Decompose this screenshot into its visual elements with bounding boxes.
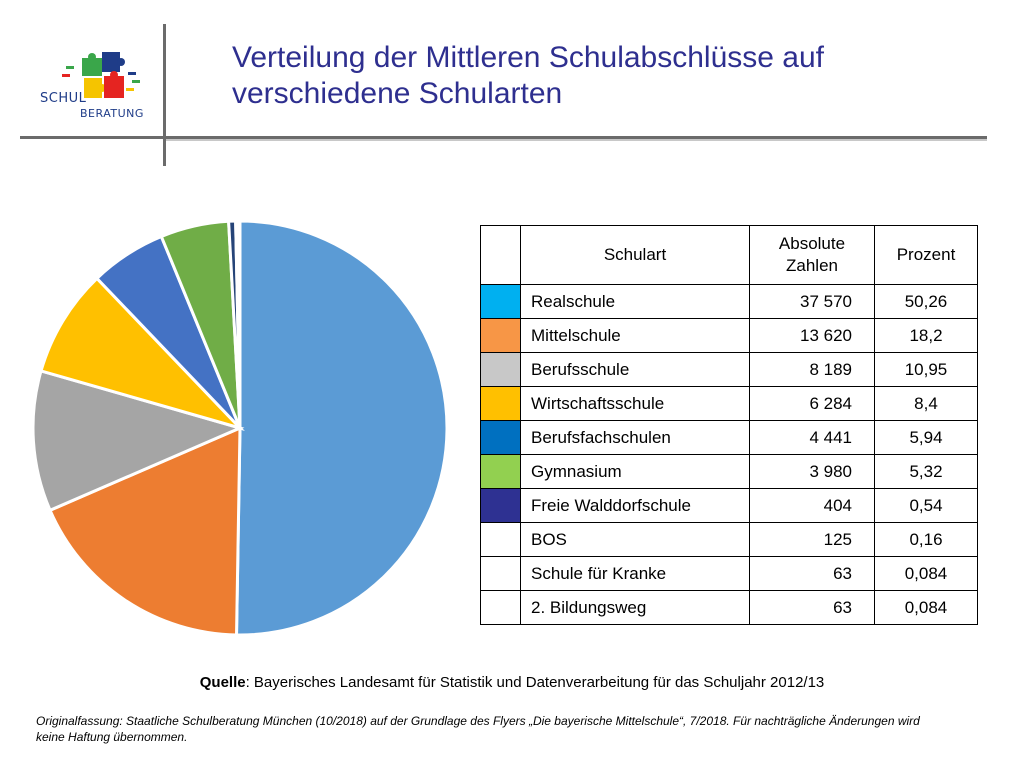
- puzzle-logo-icon: [62, 52, 140, 98]
- color-swatch: [480, 522, 521, 557]
- table-row: Gymnasium 3 980 5,32: [480, 454, 978, 489]
- color-swatch: [480, 488, 521, 523]
- data-table: Schulart Absolute Zahlen Prozent Realsch…: [480, 225, 978, 625]
- cell-prozent: 5,32: [874, 454, 978, 489]
- cell-prozent: 18,2: [874, 318, 978, 353]
- header-schulart: Schulart: [520, 225, 750, 285]
- cell-absolute: 125: [749, 522, 875, 557]
- cell-prozent: 0,54: [874, 488, 978, 523]
- cell-schulart: Realschule: [520, 284, 750, 319]
- cell-schulart: Gymnasium: [520, 454, 750, 489]
- cell-absolute: 6 284: [749, 386, 875, 421]
- slide-title: Verteilung der Mittleren Schulabschlüsse…: [232, 41, 825, 110]
- header-prozent: Prozent: [874, 225, 978, 285]
- source-line: Quelle: Bayerisches Landesamt für Statis…: [0, 674, 1024, 691]
- pie-slice-berufsschule: [31, 369, 245, 513]
- header-horizontal-shadow: [166, 139, 987, 141]
- table-header-row: Schulart Absolute Zahlen Prozent: [480, 225, 978, 285]
- cell-absolute: 63: [749, 556, 875, 591]
- header-horizontal-divider: [20, 136, 987, 139]
- color-swatch: [480, 590, 521, 625]
- table-row: Wirtschaftsschule 6 284 8,4: [480, 386, 978, 421]
- cell-schulart: Freie Walddorfschule: [520, 488, 750, 523]
- cell-schulart: Berufsfachschulen: [520, 420, 750, 455]
- table-row: Berufsschule 8 189 10,95: [480, 352, 978, 387]
- cell-prozent: 0,084: [874, 556, 978, 591]
- pie-chart: [31, 219, 449, 637]
- cell-schulart: Berufsschule: [520, 352, 750, 387]
- footnote: Originalfassung: Staatliche Schulberatun…: [36, 714, 920, 744]
- header-swatch: [480, 225, 521, 285]
- cell-absolute: 8 189: [749, 352, 875, 387]
- cell-schulart: Schule für Kranke: [520, 556, 750, 591]
- cell-schulart: BOS: [520, 522, 750, 557]
- schulberatung-logo: SCHUL BERATUNG: [36, 48, 156, 122]
- cell-prozent: 10,95: [874, 352, 978, 387]
- table-row: Realschule 37 570 50,26: [480, 284, 978, 319]
- header-absolute-text: Absolute Zahlen: [778, 234, 846, 275]
- table-row: 2. Bildungsweg 63 0,084: [480, 590, 978, 625]
- pie-slice-2-bildungsweg: [237, 219, 242, 429]
- header-absolute: Absolute Zahlen: [749, 225, 875, 285]
- table-row: Schule für Kranke 63 0,084: [480, 556, 978, 591]
- color-swatch: [480, 284, 521, 319]
- color-swatch: [480, 318, 521, 353]
- cell-schulart: Wirtschaftsschule: [520, 386, 750, 421]
- cell-prozent: 0,16: [874, 522, 978, 557]
- cell-prozent: 8,4: [874, 386, 978, 421]
- source-label: Quelle: [199, 674, 246, 691]
- color-swatch: [480, 352, 521, 387]
- cell-absolute: 4 441: [749, 420, 875, 455]
- logo-text-beratung: BERATUNG: [80, 107, 144, 120]
- color-swatch: [480, 556, 521, 591]
- header-vertical-divider: [163, 24, 166, 166]
- table-row: Berufsfachschulen 4 441 5,94: [480, 420, 978, 455]
- color-swatch: [480, 454, 521, 489]
- cell-prozent: 5,94: [874, 420, 978, 455]
- table-row: BOS 125 0,16: [480, 522, 978, 557]
- pie-slice-realschule: [234, 219, 449, 637]
- logo-text-schul: SCHUL: [40, 91, 87, 106]
- color-swatch: [480, 420, 521, 455]
- table-row: Freie Walddorfschule 404 0,54: [480, 488, 978, 523]
- cell-absolute: 63: [749, 590, 875, 625]
- cell-schulart: Mittelschule: [520, 318, 750, 353]
- cell-absolute: 37 570: [749, 284, 875, 319]
- pie-slice-wirtschaftsschule: [39, 276, 245, 431]
- cell-prozent: 0,084: [874, 590, 978, 625]
- cell-prozent: 50,26: [874, 284, 978, 319]
- table-row: Mittelschule 13 620 18,2: [480, 318, 978, 353]
- pie-slice-mittelschule: [48, 425, 242, 637]
- cell-schulart: 2. Bildungsweg: [520, 590, 750, 625]
- cell-absolute: 13 620: [749, 318, 875, 353]
- color-swatch: [480, 386, 521, 421]
- cell-absolute: 3 980: [749, 454, 875, 489]
- cell-absolute: 404: [749, 488, 875, 523]
- source-text: : Bayerisches Landesamt für Statistik un…: [245, 674, 825, 691]
